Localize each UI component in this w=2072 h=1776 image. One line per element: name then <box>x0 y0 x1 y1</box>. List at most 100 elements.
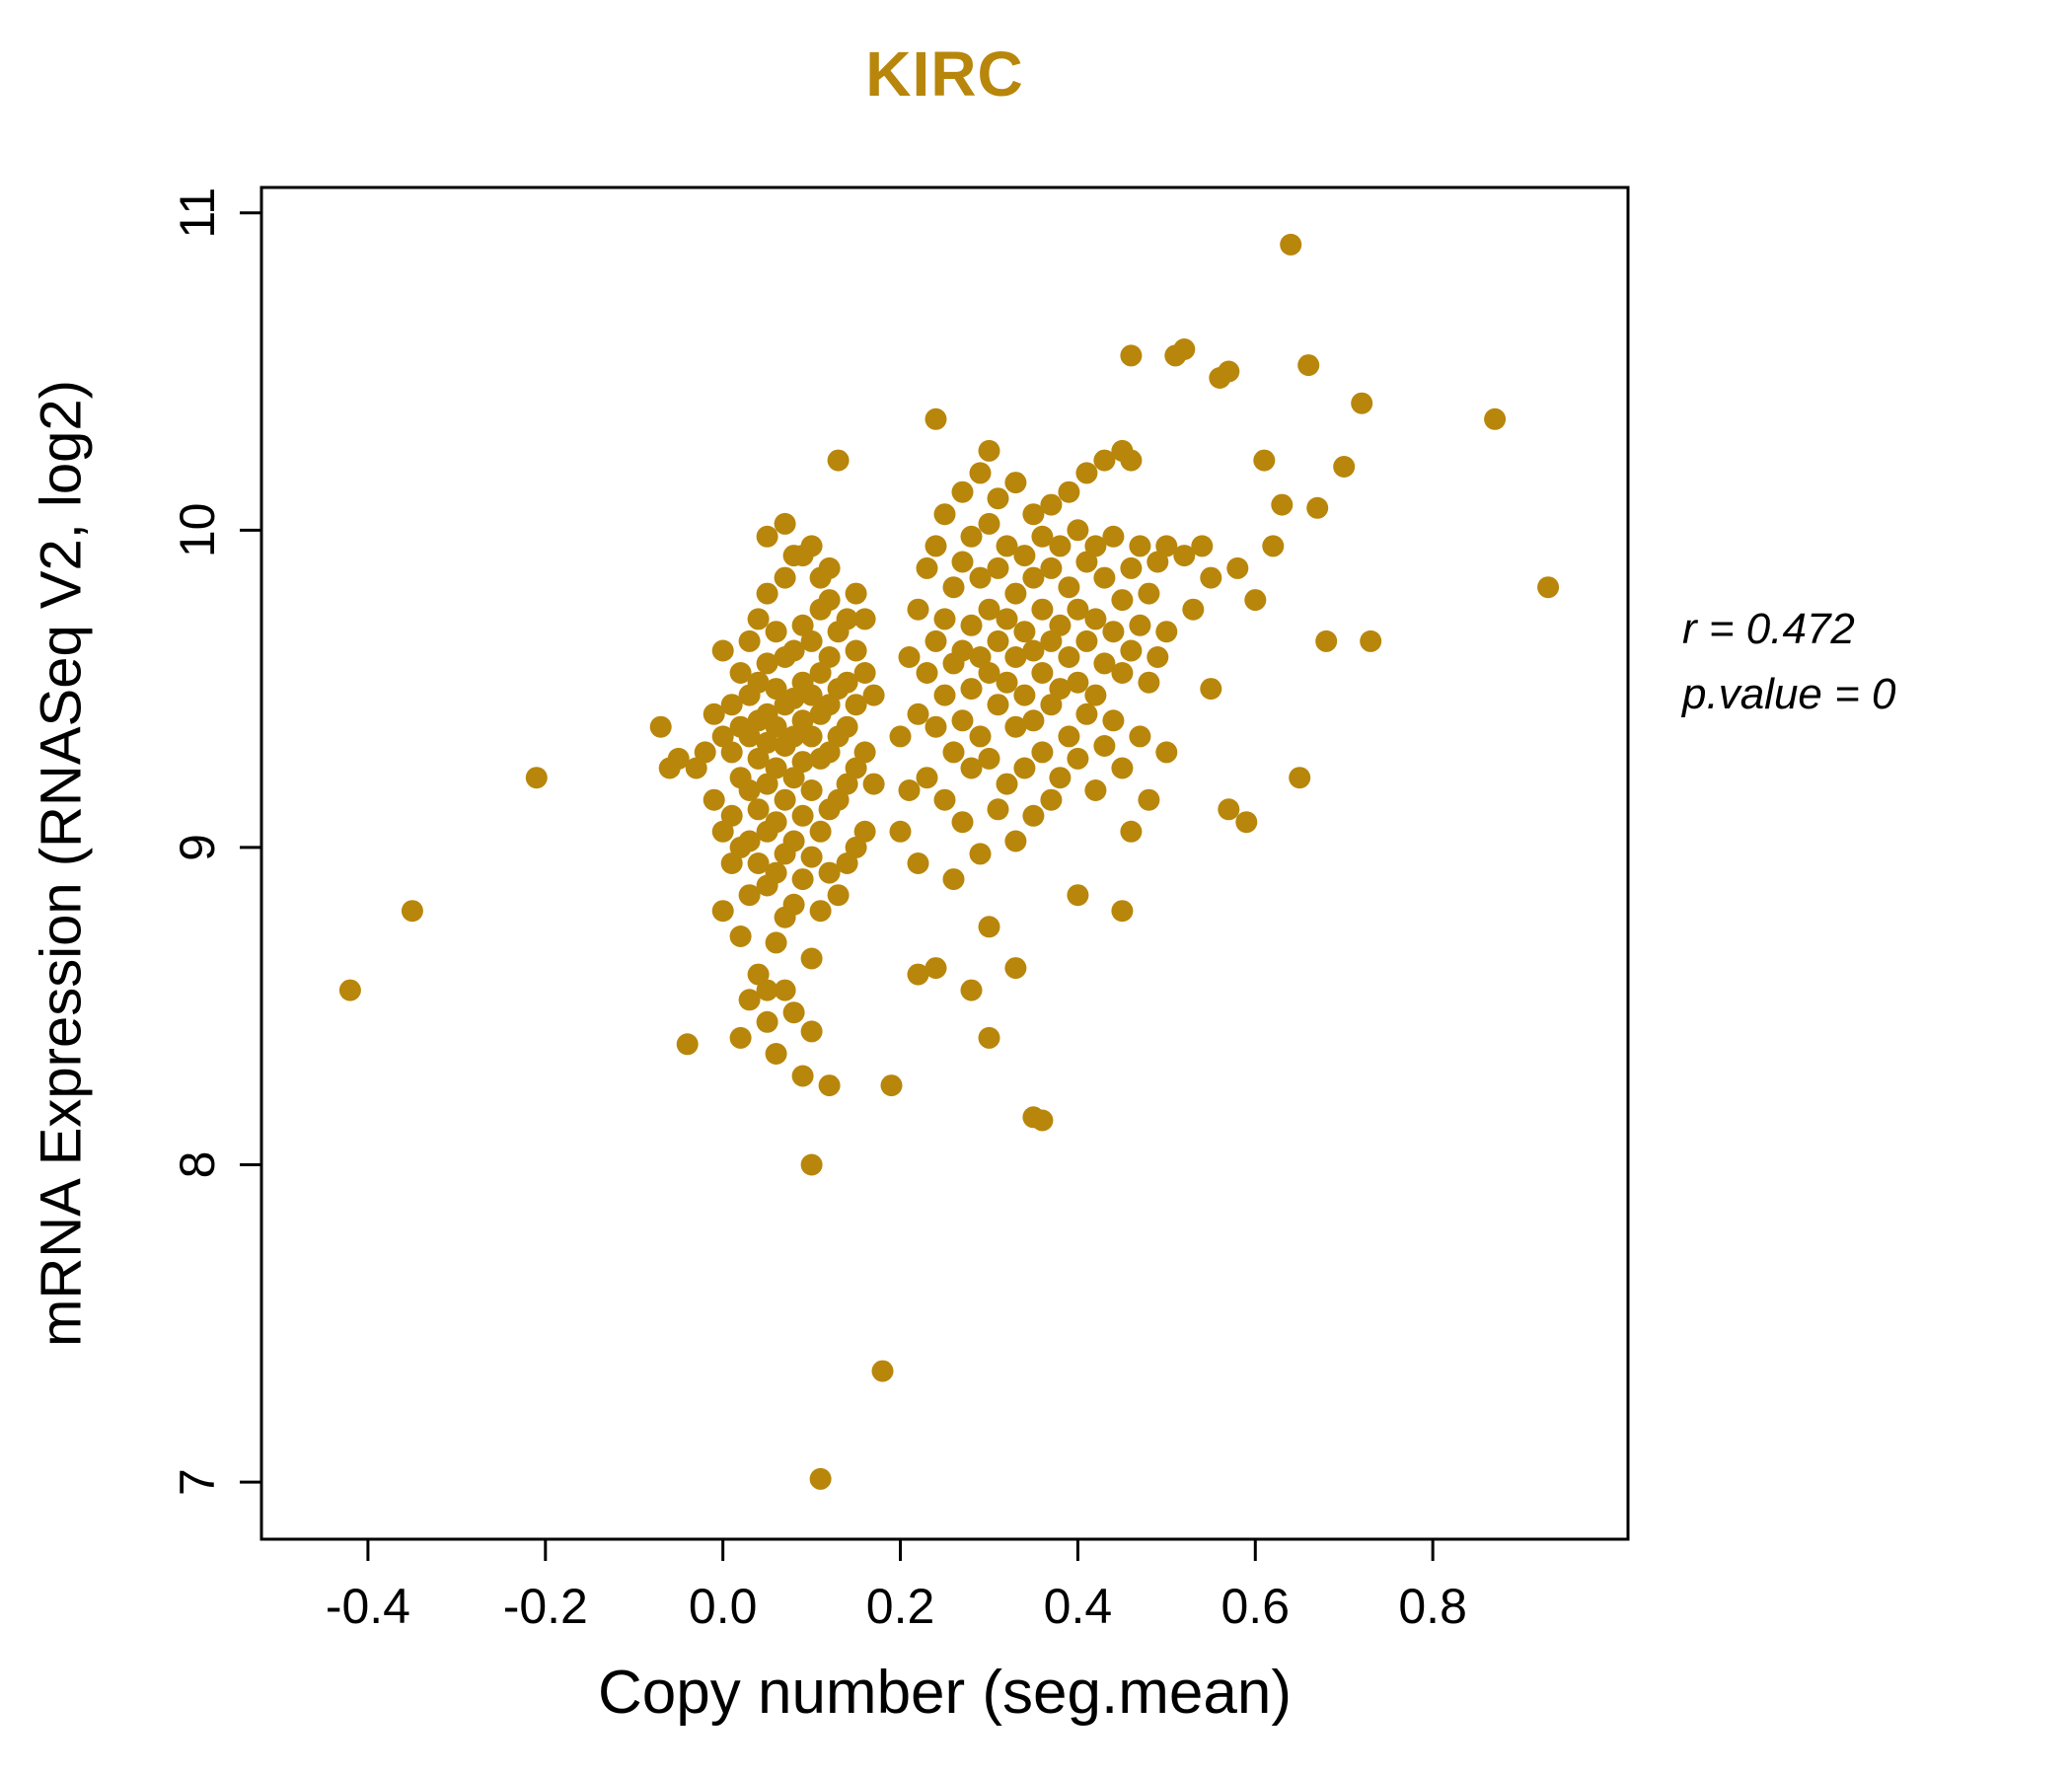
data-point <box>880 1074 903 1097</box>
data-point <box>1067 747 1089 770</box>
data-point <box>898 779 921 801</box>
data-point <box>1147 646 1169 668</box>
data-point <box>951 639 974 662</box>
data-point <box>1173 338 1196 360</box>
data-point <box>756 525 778 548</box>
data-point <box>978 662 1000 684</box>
data-point <box>1058 576 1080 599</box>
data-point <box>1084 779 1107 801</box>
data-point <box>889 725 912 748</box>
data-point <box>729 1026 752 1049</box>
data-point <box>800 535 823 557</box>
x-tick-label: 0.2 <box>866 1579 935 1634</box>
data-point <box>996 535 1018 557</box>
data-point <box>978 598 1000 621</box>
data-point <box>747 963 770 986</box>
data-point <box>711 900 734 923</box>
data-point <box>960 757 983 779</box>
y-tick-label: 9 <box>170 834 225 861</box>
data-point <box>1129 614 1151 636</box>
data-point <box>685 757 707 779</box>
data-point <box>729 662 752 684</box>
data-point <box>1120 344 1143 367</box>
data-point <box>845 694 867 716</box>
data-point <box>1013 621 1036 643</box>
data-point <box>1218 798 1240 821</box>
data-point <box>1360 629 1382 652</box>
data-point <box>1040 556 1063 579</box>
data-point <box>1031 525 1054 548</box>
data-point <box>853 741 876 764</box>
data-point <box>711 820 734 843</box>
data-point <box>1102 525 1125 548</box>
data-point <box>765 861 787 884</box>
data-point <box>836 773 858 795</box>
data-point <box>401 900 423 923</box>
data-point <box>987 487 1009 510</box>
data-point <box>791 1065 814 1087</box>
plot-border <box>259 185 1630 1541</box>
data-point <box>765 931 787 954</box>
data-point <box>1280 233 1302 256</box>
data-point <box>836 852 858 874</box>
data-point <box>907 703 929 725</box>
data-point <box>818 741 841 764</box>
data-point <box>1147 551 1169 573</box>
data-point <box>960 678 983 701</box>
data-point <box>1235 811 1258 834</box>
data-point <box>1004 472 1027 494</box>
data-point <box>862 773 885 795</box>
data-point <box>845 757 867 779</box>
data-point <box>1182 598 1205 621</box>
data-point <box>1244 589 1267 612</box>
data-point <box>853 820 876 843</box>
data-point <box>747 671 770 694</box>
data-point <box>951 811 974 834</box>
data-point <box>1084 684 1107 706</box>
data-point <box>1022 804 1045 827</box>
data-point <box>1173 545 1196 567</box>
data-point <box>800 629 823 652</box>
data-point <box>1049 678 1072 701</box>
data-point <box>969 646 992 668</box>
data-point <box>1067 519 1089 542</box>
data-point <box>1031 741 1054 764</box>
data-point <box>969 566 992 589</box>
data-point <box>818 556 841 579</box>
data-point <box>1253 449 1276 472</box>
data-point <box>845 582 867 605</box>
data-point <box>765 715 787 738</box>
data-point <box>907 963 929 986</box>
data-point <box>1200 566 1222 589</box>
data-point <box>1155 535 1178 557</box>
data-point <box>818 646 841 668</box>
data-point <box>800 1153 823 1176</box>
data-point <box>951 551 974 573</box>
data-point <box>1040 788 1063 811</box>
chart-title: KIRC <box>865 38 1024 110</box>
data-point <box>818 694 841 716</box>
data-point <box>800 725 823 748</box>
data-point <box>703 703 725 725</box>
data-point <box>1093 566 1116 589</box>
data-point <box>925 957 947 980</box>
data-point <box>1333 456 1356 478</box>
data-point <box>1226 556 1249 579</box>
data-point <box>800 684 823 706</box>
data-point <box>996 773 1018 795</box>
x-tick-label: 0.8 <box>1398 1579 1467 1634</box>
data-point <box>1120 820 1143 843</box>
data-point <box>756 731 778 754</box>
data-point <box>933 608 956 630</box>
data-point <box>1013 684 1036 706</box>
data-point <box>1004 715 1027 738</box>
data-point <box>942 741 965 764</box>
data-point <box>969 462 992 484</box>
data-point <box>1111 589 1134 612</box>
data-point <box>676 1033 699 1056</box>
data-point <box>747 608 770 630</box>
x-tick-label: -0.2 <box>503 1579 588 1634</box>
data-point <box>907 598 929 621</box>
data-point <box>809 662 832 684</box>
data-point <box>1040 493 1063 516</box>
